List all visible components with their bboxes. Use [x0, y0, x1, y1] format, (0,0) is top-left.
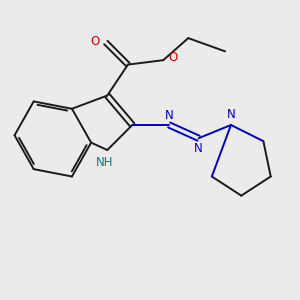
Text: N: N [226, 108, 235, 121]
Text: N: N [194, 142, 203, 155]
Text: N: N [165, 109, 173, 122]
Text: O: O [168, 51, 177, 64]
Text: NH: NH [96, 156, 113, 169]
Text: O: O [90, 34, 99, 48]
